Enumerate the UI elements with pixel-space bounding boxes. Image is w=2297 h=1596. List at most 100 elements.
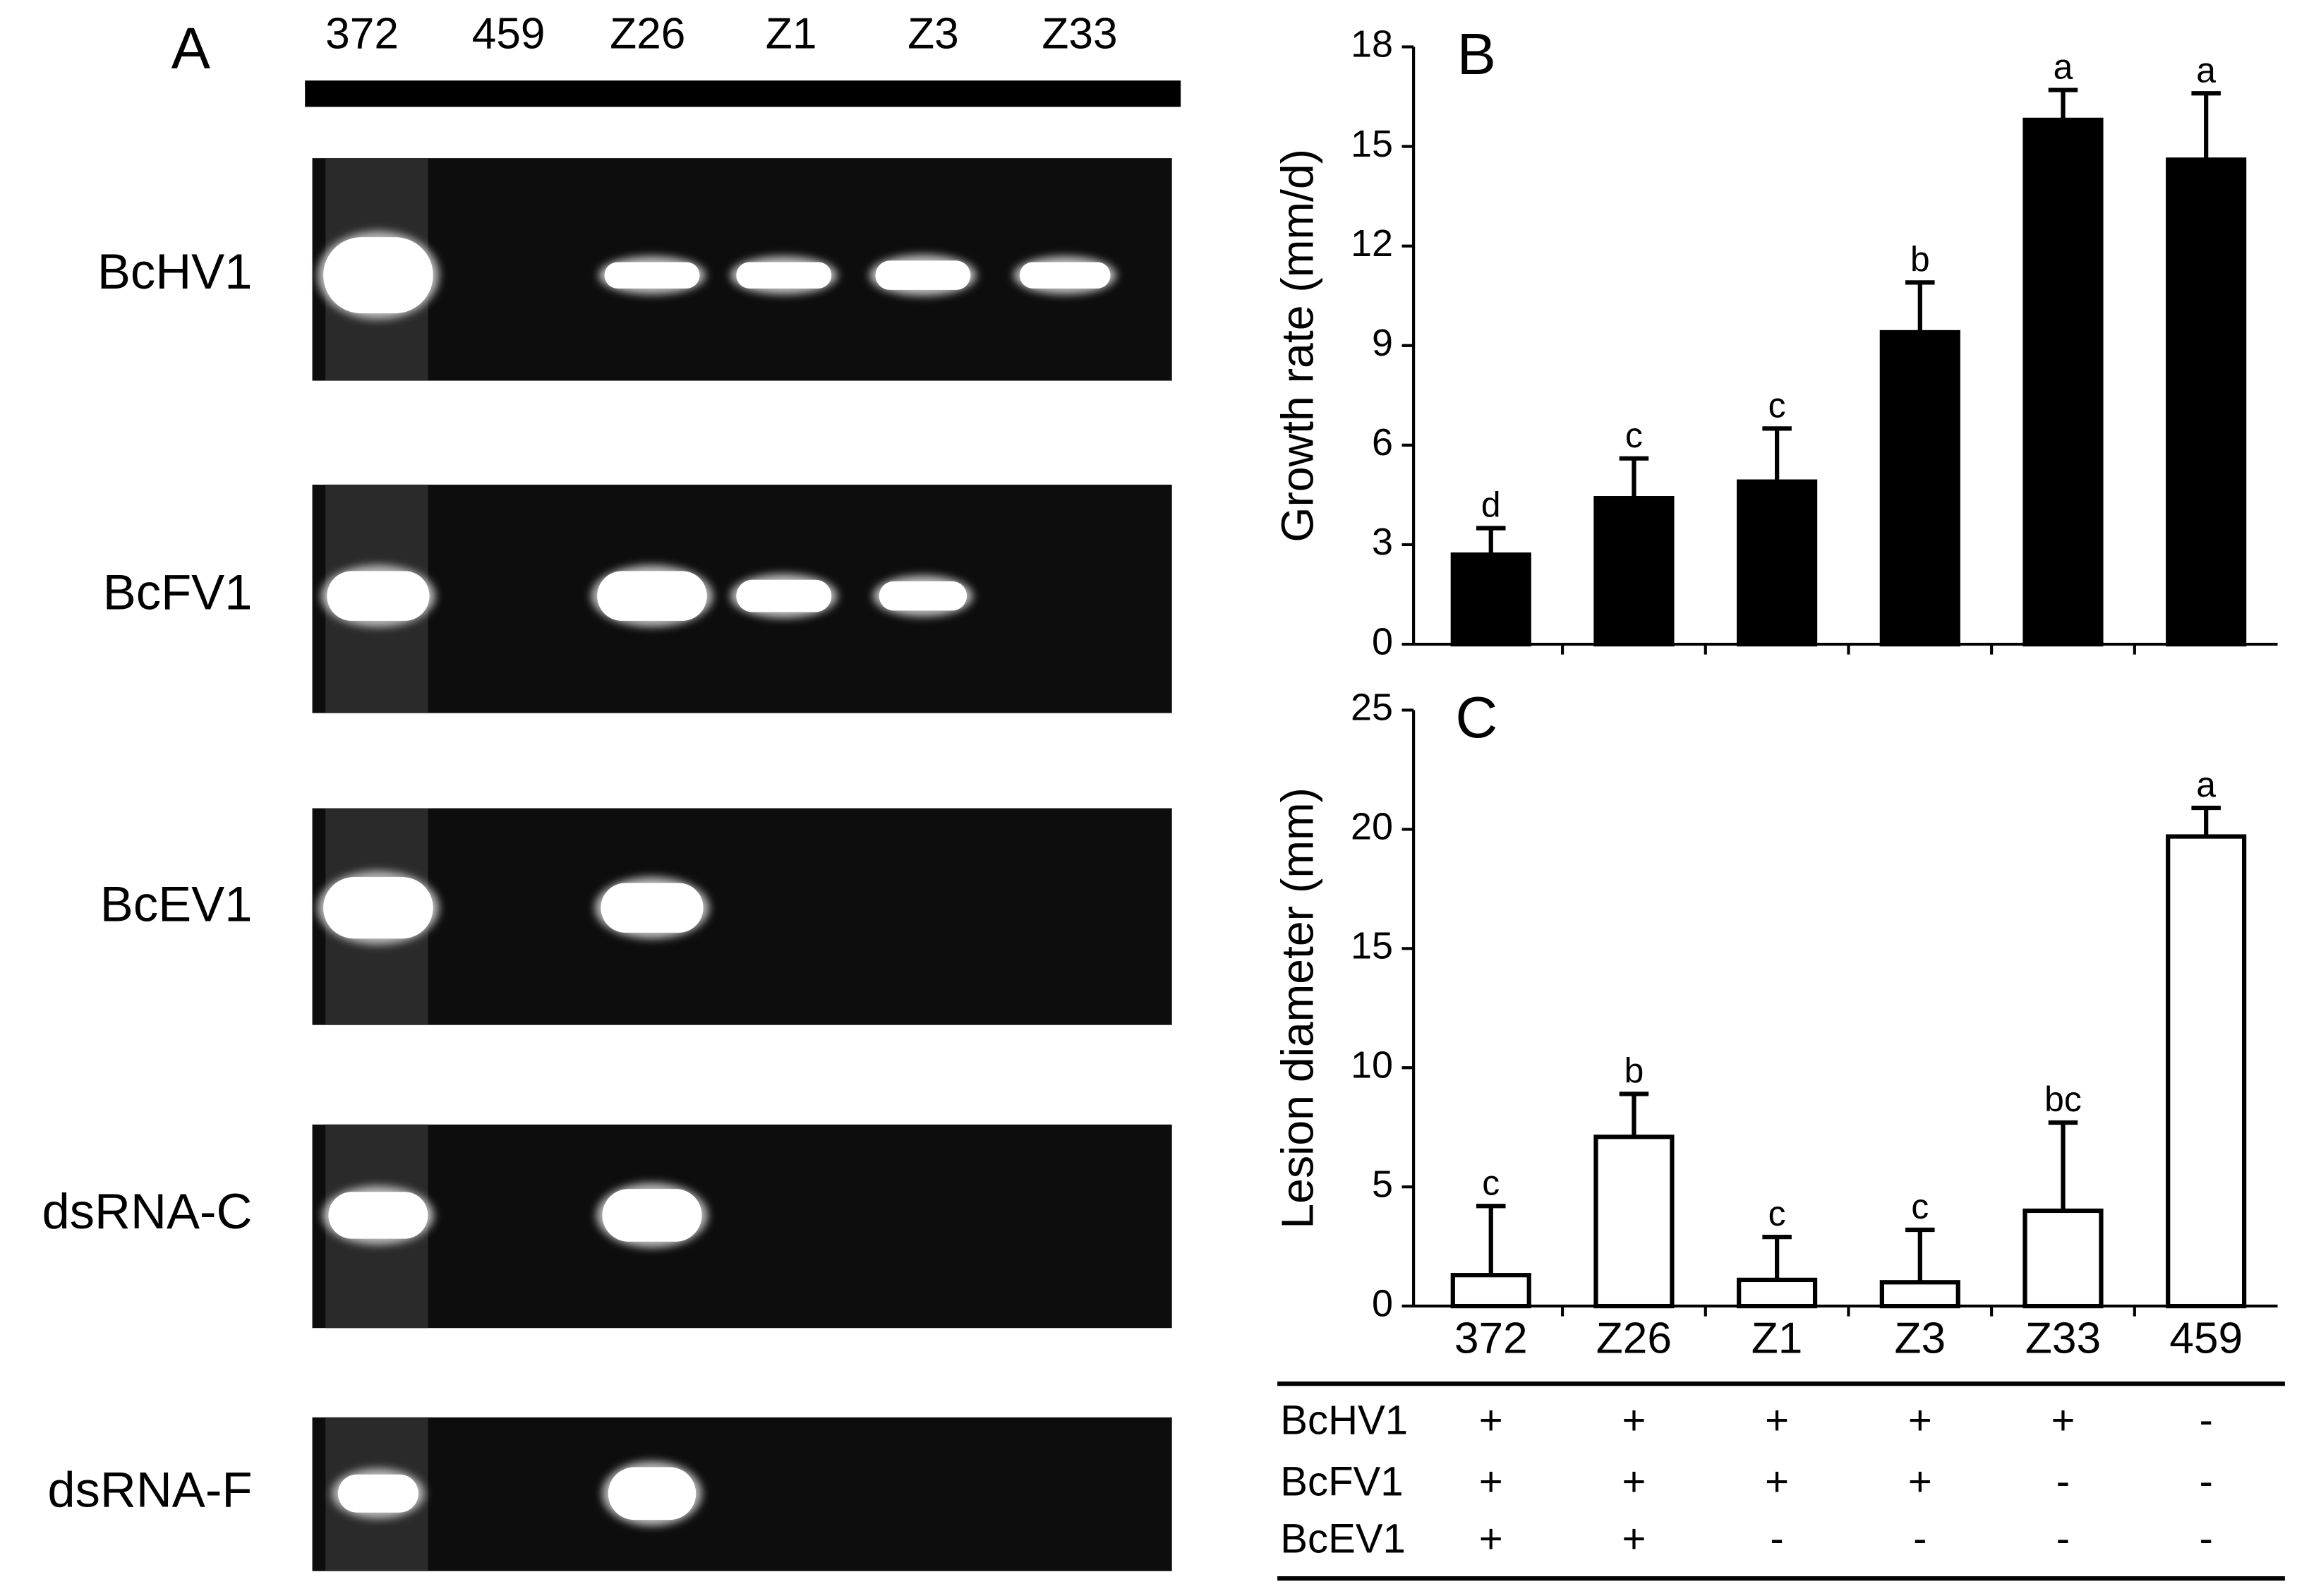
gel-bar <box>305 80 1181 107</box>
table-cell: + <box>1765 1397 1789 1443</box>
bar <box>2022 117 2104 647</box>
band <box>879 581 967 611</box>
band <box>602 1189 702 1242</box>
row-label: BcFV1 <box>103 564 253 619</box>
table-cell: - <box>2056 1459 2070 1505</box>
table-cell: + <box>1479 1459 1503 1505</box>
lane-label: 459 <box>472 9 545 58</box>
table-row-label: BcFV1 <box>1280 1459 1403 1505</box>
y-tick-label: 18 <box>1351 23 1393 66</box>
annotation: c <box>1768 1194 1786 1233</box>
bar <box>2166 157 2247 647</box>
x-tick-label: 459 <box>2169 1314 2243 1362</box>
bar <box>2166 834 2247 1309</box>
table-cell: - <box>2199 1459 2212 1505</box>
bar <box>1879 330 1960 647</box>
band <box>1019 262 1111 289</box>
table-cell: + <box>1622 1516 1646 1562</box>
row-label: BcHV1 <box>97 243 253 299</box>
table-cell: - <box>2056 1516 2070 1562</box>
y-tick-label: 20 <box>1351 806 1393 848</box>
y-tick-label: 6 <box>1372 421 1393 464</box>
gel-image <box>312 1417 1172 1571</box>
table-cell: + <box>1622 1397 1646 1443</box>
bar <box>1879 1280 1960 1309</box>
annotation: a <box>2196 765 2216 804</box>
y-tick-label: 0 <box>1372 620 1393 663</box>
bar <box>1450 552 1531 647</box>
annotation: a <box>2196 50 2216 90</box>
table-cell: - <box>2199 1516 2212 1562</box>
table-cell: + <box>1479 1516 1503 1562</box>
table-row-label: BcHV1 <box>1280 1397 1408 1443</box>
gel-image <box>312 808 1172 1025</box>
y-tick-label: 15 <box>1351 925 1393 967</box>
table-cell: - <box>2199 1397 2212 1443</box>
y-tick-label: 9 <box>1372 322 1393 364</box>
y-tick-label: 10 <box>1351 1044 1393 1087</box>
annotation: c <box>1482 1163 1500 1202</box>
band <box>337 1474 418 1513</box>
band <box>608 1467 697 1521</box>
bar <box>2022 1208 2104 1309</box>
x-tick-label: Z33 <box>2025 1314 2101 1362</box>
y-axis-label: Growth rate (mm/d) <box>1272 149 1322 543</box>
annotation: a <box>2054 47 2073 87</box>
y-tick-label: 15 <box>1351 123 1393 165</box>
annotation: d <box>1481 485 1501 525</box>
lane-label: Z33 <box>1042 9 1117 58</box>
annotation: bc <box>2044 1080 2082 1119</box>
x-tick-label: Z3 <box>1894 1314 1946 1362</box>
bar <box>1593 1135 1675 1309</box>
table-cell: + <box>1908 1397 1932 1443</box>
band <box>604 262 700 289</box>
table-cell: + <box>1622 1459 1646 1505</box>
bar <box>1737 1277 1818 1309</box>
band <box>736 262 832 289</box>
lane-label: Z1 <box>766 9 817 58</box>
row-label: BcEV1 <box>100 876 253 931</box>
y-tick-label: 12 <box>1351 222 1393 265</box>
annotation: b <box>1910 239 1930 279</box>
panel-label: C <box>1455 684 1497 750</box>
table-cell: + <box>1479 1397 1503 1443</box>
panel-label: B <box>1457 21 1496 87</box>
band <box>327 571 430 621</box>
table-cell: + <box>1765 1459 1789 1505</box>
table-cell: + <box>2051 1397 2075 1443</box>
annotation: c <box>1911 1187 1929 1226</box>
table-cell: - <box>1770 1516 1783 1562</box>
table-row-label: BcEV1 <box>1280 1516 1406 1562</box>
x-tick-label: 372 <box>1454 1314 1528 1362</box>
lane-label: Z26 <box>610 9 685 58</box>
annotation: c <box>1768 385 1786 425</box>
band <box>328 1192 428 1239</box>
bar <box>1593 496 1675 647</box>
y-tick-label: 0 <box>1372 1282 1393 1324</box>
row-label: dsRNA-F <box>47 1461 252 1517</box>
lane-label: 372 <box>325 9 399 58</box>
band <box>323 237 433 314</box>
x-tick-label: Z1 <box>1752 1314 1803 1362</box>
x-tick-label: Z26 <box>1596 1314 1672 1362</box>
band <box>736 579 832 612</box>
bar <box>1450 1273 1531 1309</box>
y-axis-label: Lesion diameter (mm) <box>1272 787 1322 1229</box>
band <box>597 571 707 621</box>
y-tick-label: 3 <box>1372 521 1393 563</box>
band <box>601 883 704 933</box>
table-cell: - <box>1913 1516 1927 1562</box>
y-tick-label: 5 <box>1372 1163 1393 1205</box>
bar <box>1737 479 1818 647</box>
band <box>875 260 971 290</box>
y-tick-label: 25 <box>1351 687 1393 729</box>
annotation: c <box>1625 416 1643 455</box>
annotation: b <box>1624 1051 1644 1091</box>
lane-label: Z3 <box>908 9 959 58</box>
panel-label: A <box>171 16 211 81</box>
table-cell: + <box>1908 1459 1932 1505</box>
band <box>323 877 433 939</box>
row-label: dsRNA-C <box>42 1183 253 1239</box>
gel-image <box>312 1124 1172 1329</box>
